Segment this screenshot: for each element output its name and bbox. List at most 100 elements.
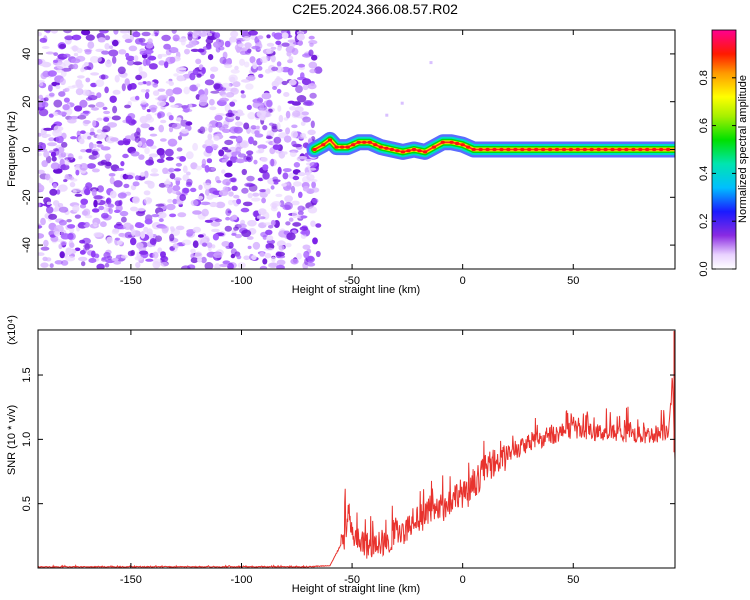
noise-blob — [296, 252, 302, 260]
noise-blob — [308, 49, 314, 57]
noise-blob — [165, 156, 174, 161]
noise-blob — [120, 254, 128, 259]
noise-blob — [304, 100, 313, 105]
noise-blob — [190, 187, 197, 193]
track-peak-dot — [568, 147, 574, 152]
noise-blob — [281, 42, 290, 47]
noise-blob — [119, 210, 129, 217]
noise-blob — [145, 159, 155, 166]
noise-blob — [168, 167, 176, 173]
noise-blob — [240, 94, 247, 99]
noise-blob — [132, 181, 140, 187]
noise-blob — [204, 219, 213, 223]
noise-blob — [307, 255, 314, 262]
noise-blob — [259, 103, 265, 112]
noise-blob — [268, 122, 275, 126]
noise-blob — [297, 135, 308, 139]
noise-blob — [301, 111, 309, 116]
noise-blob — [157, 111, 166, 118]
noise-blob — [300, 215, 308, 219]
noise-blob — [98, 205, 105, 211]
noise-blob — [226, 160, 233, 167]
noise-blob — [147, 181, 155, 189]
noise-blob — [84, 49, 92, 55]
noise-blob — [270, 205, 278, 212]
noise-blob — [64, 87, 70, 92]
noise-blob — [50, 30, 58, 34]
noise-blob — [49, 263, 54, 268]
noise-blob — [109, 176, 115, 185]
noise-blob — [268, 224, 274, 229]
noise-blob — [275, 193, 283, 198]
noise-blob — [83, 66, 92, 70]
noise-blob — [205, 188, 210, 196]
noise-blob — [282, 168, 292, 173]
noise-blob — [112, 89, 121, 95]
noise-blob — [93, 232, 103, 238]
noise-blob — [179, 194, 186, 201]
track-peak-dot — [665, 147, 671, 152]
noise-blob — [270, 219, 276, 226]
noise-blob — [180, 39, 186, 46]
noise-blob — [271, 125, 279, 133]
noise-blob — [158, 94, 169, 99]
noise-blob — [245, 156, 252, 161]
noise-blob — [56, 189, 61, 195]
noise-blob — [119, 30, 130, 34]
noise-blob — [116, 254, 121, 259]
track-peak-dot — [478, 147, 483, 152]
noise-blob — [251, 197, 261, 202]
noise-blob — [204, 88, 209, 96]
noise-blob — [53, 125, 61, 134]
noise-blob — [38, 94, 43, 100]
noise-blob — [309, 68, 317, 74]
noise-blob — [258, 73, 264, 78]
noise-blob — [140, 123, 150, 129]
noise-blob — [99, 30, 109, 34]
noise-blob — [237, 113, 242, 117]
noise-blob — [276, 88, 282, 94]
noise-blob — [120, 74, 128, 79]
noise-blob — [78, 222, 86, 226]
noise-blob — [97, 56, 102, 62]
noise-blob — [271, 256, 276, 263]
noise-blob — [64, 35, 74, 41]
noise-blob — [190, 199, 199, 207]
noise-blob — [127, 250, 134, 257]
noise-blob — [182, 174, 189, 182]
noise-blob — [285, 242, 292, 248]
noise-blob — [207, 54, 214, 61]
noise-blob — [55, 84, 61, 90]
noise-blob — [80, 149, 87, 153]
noise-blob — [224, 149, 232, 153]
noise-blob — [114, 74, 120, 83]
noise-blob — [48, 137, 55, 142]
noise-blob — [216, 180, 222, 184]
noise-blob — [159, 53, 168, 57]
noise-blob — [305, 172, 310, 176]
noise-blob — [192, 30, 202, 37]
noise-blob — [88, 104, 96, 108]
noise-blob — [104, 86, 109, 94]
top-x-tick-label: -100 — [230, 275, 252, 287]
track-peak-dot — [492, 147, 497, 152]
noise-blob — [95, 48, 105, 53]
noise-blob — [235, 158, 245, 164]
noise-blob — [104, 262, 110, 268]
noise-blob — [224, 225, 232, 232]
noise-blob — [118, 232, 126, 237]
noise-blob — [40, 72, 48, 80]
noise-blob — [198, 184, 203, 190]
noise-blob — [71, 34, 82, 41]
noise-blob — [273, 136, 282, 144]
noise-blob — [148, 153, 159, 158]
noise-blob — [301, 78, 312, 86]
noise-blob — [311, 187, 320, 193]
noise-blob — [43, 97, 49, 102]
noise-blob — [134, 175, 140, 181]
noise-blob — [281, 183, 287, 187]
noise-blob — [272, 86, 278, 90]
noise-blob — [158, 60, 166, 66]
noise-blob — [210, 144, 219, 150]
